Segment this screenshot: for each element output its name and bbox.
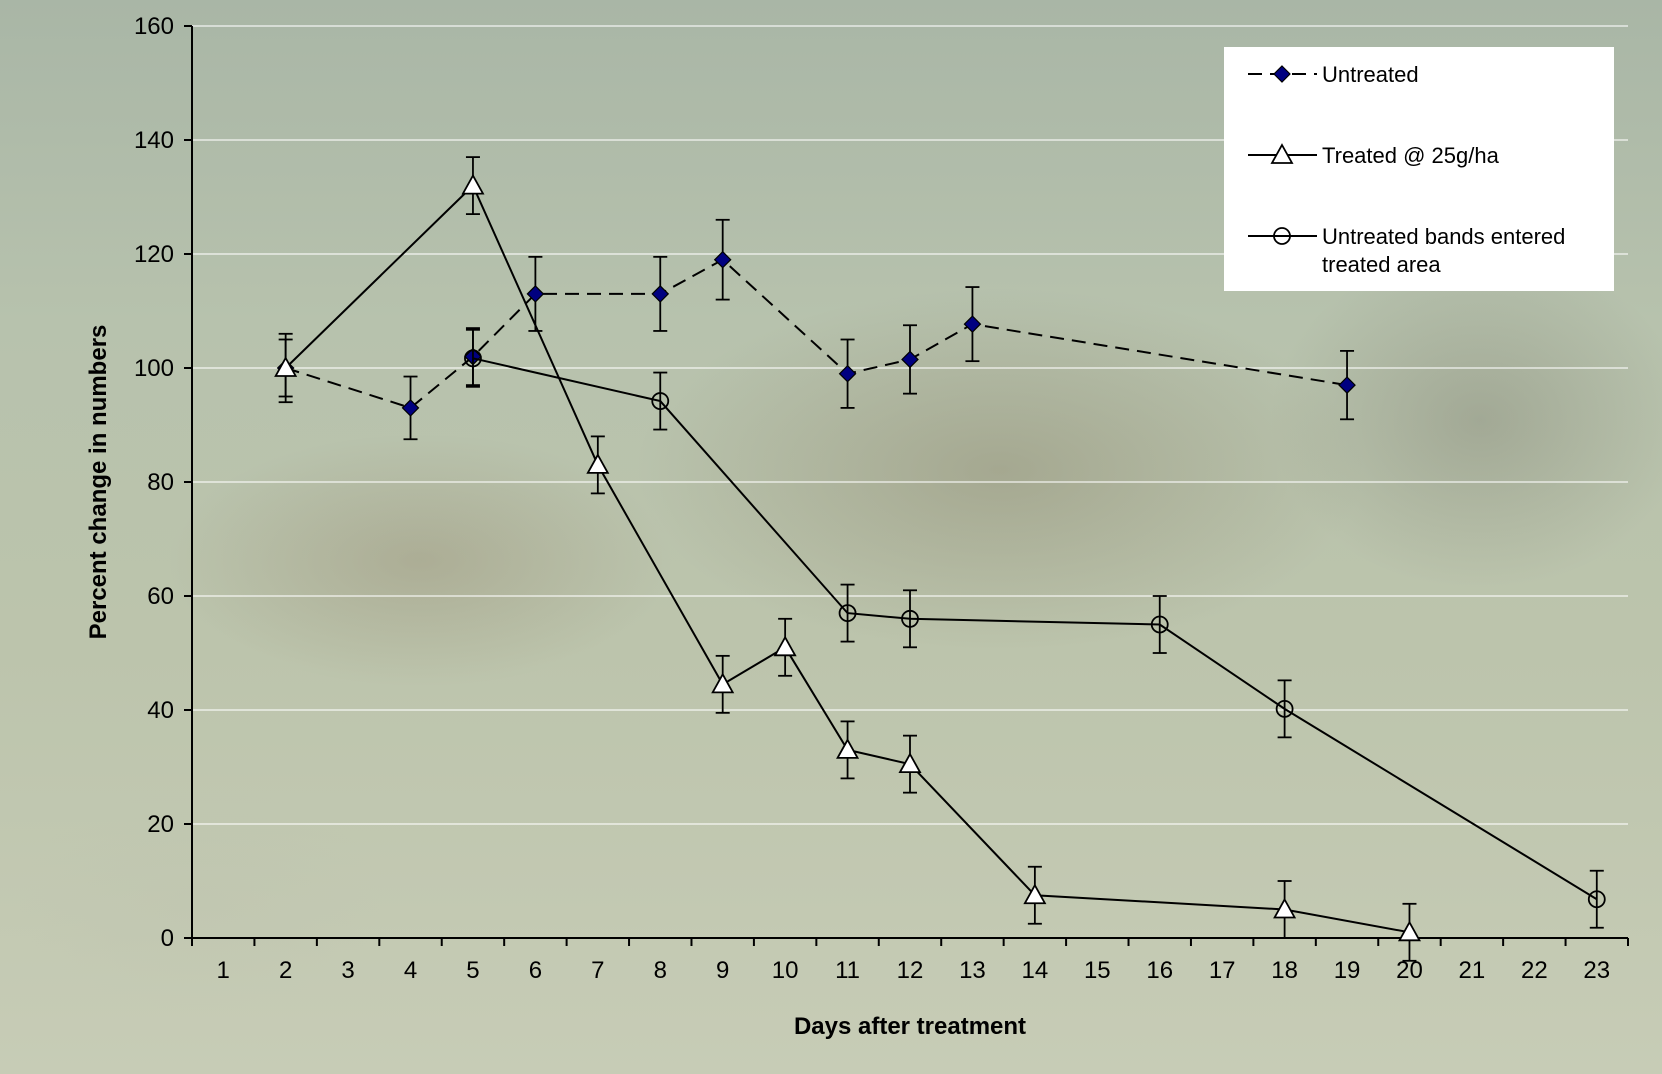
legend-item-1: Untreated (1248, 62, 1419, 87)
data-point-diamond (713, 250, 732, 269)
series-2 (274, 156, 1422, 962)
y-tick-labels: 0 20 40 60 80 100 120 140 160 (134, 13, 174, 952)
data-point-triangle (1023, 883, 1047, 905)
legend: Untreated Treated @ 25g/ha Untreated bands… (1224, 47, 1614, 291)
data-point-circle (1150, 615, 1169, 634)
series-line (284, 183, 1410, 934)
x-tick-label: 8 (654, 957, 667, 984)
data-point-diamond (1338, 376, 1356, 394)
legend-label-line: Untreated (1322, 62, 1419, 87)
series-1 (276, 218, 1356, 441)
x-tick-label: 3 (341, 957, 354, 984)
data-point-circle (1587, 890, 1606, 909)
data-point-triangle (274, 356, 298, 377)
data-point-triangle (1270, 143, 1294, 164)
y-tick-label: 80 (147, 469, 174, 496)
x-tick-label: 9 (716, 957, 729, 984)
axes (184, 25, 1629, 946)
x-tick-label: 16 (1146, 957, 1173, 984)
legend-item-2: Treated @ 25g/ha (1248, 143, 1500, 168)
data-point-diamond (838, 364, 857, 383)
x-tick-label: 18 (1271, 957, 1298, 984)
data-point-circle (651, 392, 670, 410)
y-tick-label: 20 (147, 811, 174, 838)
data-point-diamond (401, 399, 420, 417)
y-tick-label: 40 (147, 697, 174, 724)
data-point-circle (1275, 699, 1294, 718)
data-point-diamond (963, 315, 982, 333)
data-point-diamond (901, 350, 919, 369)
legend-box (1224, 47, 1614, 291)
data-point-triangle (461, 173, 485, 195)
x-tick-label: 19 (1334, 957, 1361, 984)
legend-label-line: treated area (1322, 252, 1441, 277)
data-point-diamond (526, 285, 545, 303)
series-3 (464, 328, 1606, 929)
x-tick-label: 13 (959, 957, 986, 984)
x-tick-label: 14 (1022, 957, 1049, 984)
y-tick-label: 120 (134, 241, 174, 268)
data-point-circle (901, 609, 919, 628)
legend-label: Treated @ 25g/ha (1322, 143, 1500, 168)
x-axis-title: Days after treatment (794, 1013, 1026, 1040)
x-tick-label: 6 (529, 957, 542, 984)
data-point-triangle (1273, 897, 1297, 919)
data-point-circle (1273, 227, 1291, 245)
y-tick-label: 140 (134, 127, 174, 154)
data-point-diamond (1273, 65, 1291, 83)
legend-label: Untreated bands entered treated area (1322, 224, 1565, 277)
x-tick-label: 1 (217, 957, 230, 984)
data-point-circle (838, 604, 857, 622)
y-tick-label: 0 (161, 925, 174, 952)
legend-item-3: Untreated bands entered treated area (1248, 224, 1565, 277)
legend-label-line: Untreated bands entered (1322, 224, 1565, 249)
x-tick-label: 17 (1209, 957, 1236, 984)
data-point-triangle (836, 738, 860, 759)
y-tick-label: 60 (147, 583, 174, 610)
data-point-triangle (586, 453, 610, 474)
data-series (274, 156, 1606, 962)
data-point-diamond (651, 285, 670, 303)
x-tick-label: 10 (772, 957, 799, 984)
series-line (472, 357, 1598, 901)
x-tick-label: 2 (279, 957, 292, 984)
x-tick-label: 23 (1583, 957, 1610, 984)
x-tick-label: 21 (1459, 957, 1486, 984)
x-tick-label: 15 (1084, 957, 1111, 984)
data-point-circle (464, 349, 482, 368)
x-tick-label: 5 (466, 957, 479, 984)
y-tick-label: 100 (134, 355, 174, 382)
x-tick-label: 22 (1521, 957, 1548, 984)
series-line (285, 258, 1348, 410)
x-tick-labels: 1 2 3 4 5 6 7 8 9 10 11 12 13 14 15 16 17 18 19 20 21 22 23 (217, 957, 1611, 984)
legend-label-line: Treated @ 25g/ha (1322, 143, 1500, 168)
y-tick-label: 160 (134, 13, 174, 40)
data-point-triangle (773, 635, 797, 657)
x-tick-label: 12 (897, 957, 924, 984)
x-tick-label: 7 (591, 957, 604, 984)
data-point-triangle (711, 672, 735, 694)
x-tick-label: 4 (404, 957, 417, 984)
x-tick-label: 11 (835, 957, 860, 984)
legend-label: Untreated (1322, 62, 1419, 87)
data-point-triangle (898, 752, 922, 774)
y-axis-title: Percent change in numbers (85, 325, 112, 640)
data-point-triangle (1397, 920, 1422, 942)
